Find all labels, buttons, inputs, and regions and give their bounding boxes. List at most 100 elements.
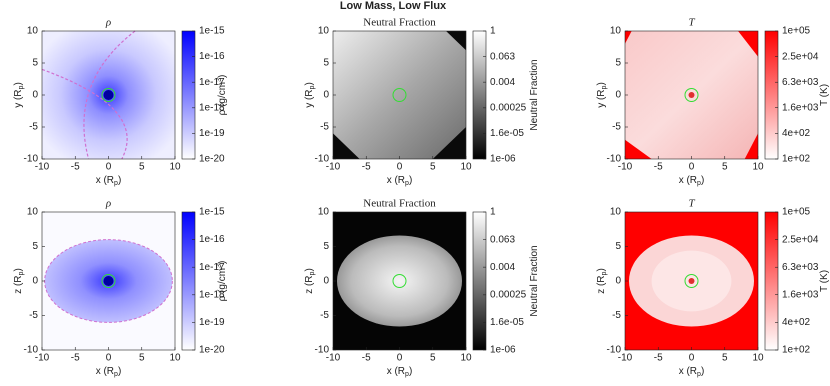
y-tick-label: 5 xyxy=(323,58,329,69)
colorbar-tick-label: 0.004 xyxy=(490,262,515,273)
label-part: ρ (g/cm xyxy=(217,82,228,115)
x-tick-label: 5 xyxy=(430,162,436,173)
label-part: ) xyxy=(13,268,24,271)
colorbar-tick-label: 1e-20 xyxy=(199,345,225,356)
y-tick-label: 5 xyxy=(32,58,38,69)
x-tick-label: 5 xyxy=(722,353,728,364)
colorbar-tick-label: 1e-15 xyxy=(199,207,225,218)
label-part: p xyxy=(405,180,409,187)
colorbar-tick-label: 1e-06 xyxy=(490,154,516,165)
x-tick-label: -5 xyxy=(71,162,80,173)
axis-label: x (Rp) xyxy=(96,366,122,378)
x-tick-label: 0 xyxy=(397,353,403,364)
x-tick-label: 0 xyxy=(689,353,695,364)
colorbar-tick-label: 0.004 xyxy=(490,77,515,88)
y-tick-label: 5 xyxy=(32,241,38,252)
label-part: x (R xyxy=(387,366,405,377)
y-tick-label: -10 xyxy=(24,154,39,165)
axis-label: y (Rp) xyxy=(304,82,316,108)
label-part: ) xyxy=(304,268,315,271)
y-tick-label: 10 xyxy=(318,26,330,37)
label-part: z (R xyxy=(596,275,607,293)
label-part: Neutral Fraction xyxy=(529,59,540,130)
panel-title: T xyxy=(688,198,695,210)
panel: -10 -5 0 5 10 -10 -5 0 5 10 ρ 1e-15 1e-16 1e-17 1e-18 1… xyxy=(24,198,225,364)
panel-title: Neutral Fraction xyxy=(363,198,436,210)
x-tick-label: -10 xyxy=(618,353,633,364)
label-part: p xyxy=(601,271,608,275)
colorbar xyxy=(764,30,779,160)
label-part: ) xyxy=(217,75,228,78)
colorbar-tick-label: 1e+02 xyxy=(782,345,811,356)
colorbar-tick-label: 1e-19 xyxy=(199,128,225,139)
x-tick-label: -5 xyxy=(362,162,371,173)
colorbar-tick-label: 1.6e-05 xyxy=(490,317,524,328)
colorbar-tick-label: 1e-18 xyxy=(199,102,225,113)
colorbar-tick-label: 0.063 xyxy=(490,234,515,245)
colorbar-tick-label: 0.063 xyxy=(490,51,515,62)
colorbar-tick-label: 1e-15 xyxy=(199,26,225,37)
y-tick-label: 0 xyxy=(32,276,38,287)
label-part: p xyxy=(405,371,409,378)
colorbar-tick-label: 1e-17 xyxy=(199,77,225,88)
y-tick-label: -5 xyxy=(612,122,621,133)
colorbar-tick-label: 1e-20 xyxy=(199,154,225,165)
x-tick-label: 10 xyxy=(460,162,472,173)
label-part: p xyxy=(601,85,608,89)
axis-label: x (Rp) xyxy=(387,366,413,378)
colorbar-tick-label: 1e-18 xyxy=(199,289,225,300)
y-tick-label: -5 xyxy=(320,310,329,321)
panel: -10 -5 0 5 10 -10 -5 0 5 10 Neutral Fraction 1 0.063… xyxy=(315,17,527,173)
planet-outline xyxy=(684,274,699,288)
label-part: T (K) xyxy=(819,270,830,292)
label-part: y (R xyxy=(13,89,24,107)
x-tick-label: 0 xyxy=(106,353,112,364)
colorbar-tick-label: 1 xyxy=(490,26,496,37)
axis-label: Neutral Fraction xyxy=(529,245,540,316)
panel: -10 -5 0 5 10 -10 -5 0 5 10 ρ 1e-15 1e-16 1e-17 1e-18 1… xyxy=(24,17,225,173)
label-part: p xyxy=(18,271,25,275)
y-tick-label: 5 xyxy=(615,241,621,252)
colorbar-tick-label: 1e+05 xyxy=(782,26,811,37)
colorbar xyxy=(181,211,196,351)
planet xyxy=(103,90,114,100)
axis-label: z (Rp) xyxy=(596,268,608,294)
colorbar-tick-label: 1e-16 xyxy=(199,234,225,245)
planet-outline xyxy=(392,274,407,288)
x-tick-label: 10 xyxy=(752,353,764,364)
y-tick-label: -10 xyxy=(607,345,622,356)
y-tick-label: 10 xyxy=(318,207,330,218)
x-tick-label: 5 xyxy=(722,162,728,173)
planet-outline xyxy=(392,88,407,102)
panel-title: ρ xyxy=(105,198,111,210)
colorbar xyxy=(472,211,487,351)
y-tick-label: -10 xyxy=(315,154,330,165)
y-tick-label: 10 xyxy=(27,26,39,37)
y-tick-label: 0 xyxy=(615,276,621,287)
label-part: x (R xyxy=(96,175,114,186)
label-part: x (R xyxy=(387,175,405,186)
label-part: ) xyxy=(217,261,228,264)
axis-label: ρ (g/cm3) xyxy=(216,75,228,116)
colorbar-tick-label: 1e-16 xyxy=(199,51,225,62)
colorbar-tick-label: 2.5e+04 xyxy=(782,51,819,62)
y-tick-label: -10 xyxy=(607,154,622,165)
colorbar-tick-label: 1e-17 xyxy=(199,262,225,273)
x-tick-label: -10 xyxy=(326,353,341,364)
label-part: ) xyxy=(304,82,315,85)
label-part: z (R xyxy=(13,275,24,293)
panel: -10 -5 0 5 10 -10 -5 0 5 10 Neutral Fraction 1 0.063… xyxy=(315,198,527,364)
x-tick-label: 0 xyxy=(106,162,112,173)
y-tick-label: -5 xyxy=(320,122,329,133)
label-part: ) xyxy=(409,175,412,186)
figure-title: Low Mass, Low Flux xyxy=(340,0,447,12)
panel: -10 -5 0 5 10 -10 -5 0 5 10 T 1e+05 2.5e+04 6.3e+03 1.… xyxy=(607,198,819,364)
y-tick-label: -10 xyxy=(24,345,39,356)
label-part: y (R xyxy=(304,89,315,107)
colorbar-tick-label: 1 xyxy=(490,207,496,218)
label-part: 3 xyxy=(216,264,223,268)
y-tick-label: 0 xyxy=(323,276,329,287)
colorbar-tick-label: 1.6e-05 xyxy=(490,128,524,139)
y-tick-label: -5 xyxy=(29,122,38,133)
colorbar-tick-label: 1e-06 xyxy=(490,345,516,356)
